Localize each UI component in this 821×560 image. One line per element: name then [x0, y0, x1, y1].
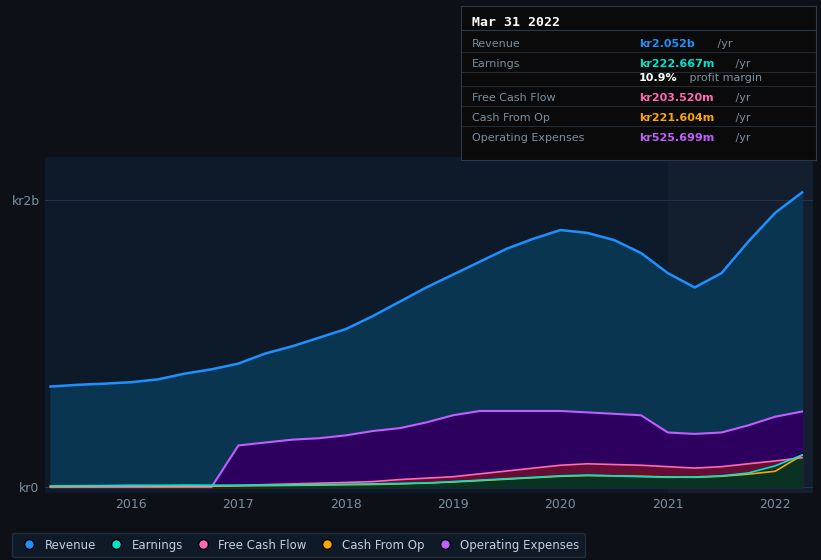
Text: kr222.667m: kr222.667m: [639, 59, 714, 69]
Text: /yr: /yr: [713, 39, 732, 49]
Text: Free Cash Flow: Free Cash Flow: [472, 93, 556, 103]
Text: /yr: /yr: [732, 93, 751, 103]
Text: Cash From Op: Cash From Op: [472, 113, 550, 123]
Text: Mar 31 2022: Mar 31 2022: [472, 16, 560, 29]
Text: /yr: /yr: [732, 59, 751, 69]
Text: /yr: /yr: [732, 113, 751, 123]
Bar: [667, 157, 813, 493]
Text: kr2.052b: kr2.052b: [639, 39, 695, 49]
Text: 10.9%: 10.9%: [639, 73, 677, 83]
Text: kr221.604m: kr221.604m: [639, 113, 714, 123]
Text: /yr: /yr: [732, 133, 751, 143]
Legend: Revenue, Earnings, Free Cash Flow, Cash From Op, Operating Expenses: Revenue, Earnings, Free Cash Flow, Cash …: [11, 533, 585, 557]
Text: Operating Expenses: Operating Expenses: [472, 133, 585, 143]
Text: kr525.699m: kr525.699m: [639, 133, 714, 143]
Text: kr203.520m: kr203.520m: [639, 93, 713, 103]
Text: Revenue: Revenue: [472, 39, 521, 49]
Text: profit margin: profit margin: [686, 73, 762, 83]
Text: Earnings: Earnings: [472, 59, 521, 69]
